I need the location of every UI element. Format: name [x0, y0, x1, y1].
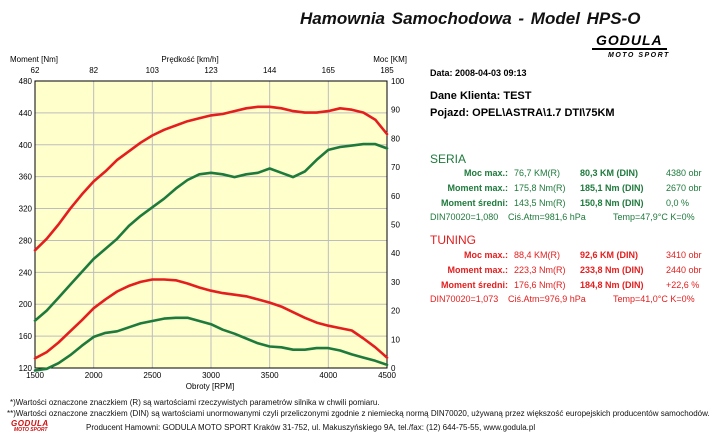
- tuning-label: Moc max.:: [463, 250, 508, 260]
- speed-tick-label: 62: [31, 66, 40, 75]
- tuning-atm-pressure: Ciś.Atm=976,9 hPa: [508, 294, 586, 304]
- left-tick-label: 360: [19, 173, 33, 182]
- right-tick-label: 20: [391, 307, 400, 316]
- seria-temperature: Temp=47,9°C K=0%: [613, 212, 695, 222]
- right-tick-label: 70: [391, 163, 400, 172]
- seria-label: Moc max.:: [463, 168, 508, 178]
- right-axis-label: Moc [KM]: [373, 55, 407, 64]
- seria-value-din: 80,3 KM (DIN): [580, 168, 639, 178]
- seria-value-r: 175,8 Nm(R): [514, 183, 566, 193]
- tuning-value-din: 184,8 Nm (DIN): [580, 280, 644, 290]
- tuning-row: Moment średni: 176,6 Nm(R) 184,8 Nm (DIN) +…: [430, 280, 700, 292]
- x-tick-label: 4500: [378, 371, 396, 380]
- speed-tick-label: 144: [263, 66, 277, 75]
- seria-label: Moment max.:: [447, 183, 508, 193]
- x-tick-label: 3000: [202, 371, 220, 380]
- tuning-temperature: Temp=41,0°C K=0%: [613, 294, 695, 304]
- tuning-value-din: 233,8 Nm (DIN): [580, 265, 644, 275]
- seria-value-din: 185,1 Nm (DIN): [580, 183, 644, 193]
- logo-main-text: GODULA: [592, 33, 667, 50]
- seria-value-rpm: 0,0 %: [666, 198, 690, 208]
- seria-heading: SERIA: [430, 152, 467, 166]
- tuning-value-rpm: +22,6 %: [666, 280, 700, 290]
- x-tick-label: 1500: [26, 371, 44, 380]
- tuning-label: Moment max.:: [447, 265, 508, 275]
- logo-small-main: GODULA: [11, 419, 49, 428]
- logo-small-sub: MOTO SPORT: [14, 427, 48, 433]
- left-tick-label: 280: [19, 236, 33, 245]
- producer-info: Producent Hamowni: GODULA MOTO SPORT Kra…: [86, 423, 536, 432]
- vehicle-name: Pojazd: OPEL\ASTRA\1.7 DTI\75KM: [430, 107, 615, 119]
- right-tick-label: 80: [391, 134, 400, 143]
- left-tick-label: 480: [19, 77, 33, 86]
- tuning-value-din: 92,6 KM (DIN): [580, 250, 639, 260]
- left-tick-label: 240: [19, 268, 33, 277]
- measurement-date: Data: 2008-04-03 09:13: [430, 68, 527, 78]
- client-name: Dane Klienta: TEST: [430, 90, 532, 102]
- godula-logo: GODULA MOTO SPORT: [588, 33, 684, 65]
- speed-tick-label: 82: [89, 66, 98, 75]
- seria-row: Moc max.: 76,7 KM(R) 80,3 KM (DIN) 4380 obr: [430, 168, 702, 180]
- seria-value-r: 76,7 KM(R): [514, 168, 561, 178]
- speed-tick-label: 165: [322, 66, 336, 75]
- right-tick-label: 60: [391, 192, 400, 201]
- moment-seria-curve: [33, 316, 389, 372]
- speed-tick-label: 185: [380, 66, 394, 75]
- seria-label: Moment średni:: [440, 198, 508, 208]
- right-tick-label: 10: [391, 335, 400, 344]
- tuning-value-r: 223,3 Nm(R): [514, 265, 566, 275]
- tuning-value-r: 88,4 KM(R): [514, 250, 561, 260]
- left-tick-label: 120: [19, 364, 33, 373]
- right-tick-label: 100: [391, 77, 405, 86]
- seria-value-rpm: 4380 obr: [666, 168, 702, 178]
- left-axis-label: Moment [Nm]: [10, 55, 58, 64]
- seria-value-rpm: 2670 obr: [666, 183, 702, 193]
- tuning-conditions: DIN70020=1,073 Ciś.Atm=976,9 hPa Temp=41…: [430, 294, 700, 306]
- top-axis-label: Prędkość [km/h]: [161, 55, 218, 64]
- right-tick-label: 0: [391, 364, 396, 373]
- page-title: Hamownia Samochodowa - Model HPS-O: [300, 9, 641, 28]
- x-tick-label: 2500: [143, 371, 161, 380]
- logo-sub-text: MOTO SPORT: [608, 52, 670, 59]
- tuning-row: Moment max.: 223,3 Nm(R) 233,8 Nm (DIN) 244…: [430, 265, 702, 277]
- left-tick-label: 400: [19, 141, 33, 150]
- x-tick-label: 3500: [261, 371, 279, 380]
- seria-value-din: 150,8 Nm (DIN): [580, 198, 644, 208]
- tuning-heading: TUNING: [430, 233, 476, 247]
- x-tick-label: 2000: [85, 371, 103, 380]
- left-tick-label: 440: [19, 109, 33, 118]
- seria-din-factor: DIN70020=1,080: [430, 212, 499, 222]
- right-tick-label: 50: [391, 221, 400, 230]
- moc-tuning-curve: [33, 105, 389, 252]
- seria-row: Moment średni: 143,5 Nm(R) 150,8 Nm (DIN) 0…: [430, 198, 700, 210]
- footer-note-r: *)Wartości oznaczone znaczkiem (R) są wa…: [10, 398, 380, 407]
- seria-conditions: DIN70020=1,080 Ciś.Atm=981,6 hPa Temp=47…: [430, 212, 700, 224]
- right-tick-label: 30: [391, 278, 400, 287]
- right-tick-label: 90: [391, 106, 400, 115]
- moc-seria-curve: [33, 142, 389, 322]
- speed-tick-label: 123: [204, 66, 218, 75]
- seria-value-r: 143,5 Nm(R): [514, 198, 566, 208]
- left-tick-label: 160: [19, 332, 33, 341]
- tuning-value-r: 176,6 Nm(R): [514, 280, 566, 290]
- godula-logo-small: GODULA MOTO SPORT: [8, 419, 64, 434]
- right-tick-label: 40: [391, 249, 400, 258]
- tuning-value-rpm: 2440 obr: [666, 265, 702, 275]
- seria-row: Moment max.: 175,8 Nm(R) 185,1 Nm (DIN) 267…: [430, 183, 702, 195]
- speed-tick-label: 103: [146, 66, 160, 75]
- left-tick-label: 200: [19, 300, 33, 309]
- x-tick-label: 4000: [319, 371, 337, 380]
- plot-border: [34, 80, 388, 369]
- left-tick-label: 320: [19, 205, 33, 214]
- seria-atm-pressure: Ciś.Atm=981,6 hPa: [508, 212, 586, 222]
- moment-tuning-curve: [33, 278, 389, 360]
- footer-note-din: **)Wartości oznaczone znaczkiem (DIN) są…: [7, 409, 710, 418]
- tuning-value-rpm: 3410 obr: [666, 250, 702, 260]
- x-axis-label: Obroty [RPM]: [186, 382, 234, 391]
- tuning-row: Moc max.: 88,4 KM(R) 92,6 KM (DIN) 3410 obr: [430, 250, 702, 262]
- tuning-label: Moment średni:: [440, 280, 508, 290]
- tuning-din-factor: DIN70020=1,073: [430, 294, 499, 304]
